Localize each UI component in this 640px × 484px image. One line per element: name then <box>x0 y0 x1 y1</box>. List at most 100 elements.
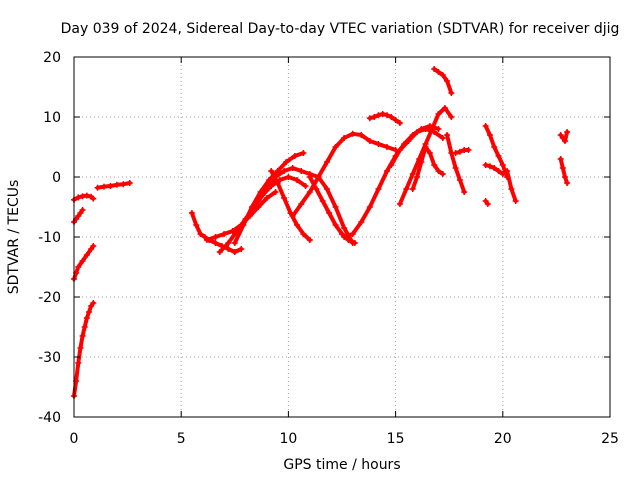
data-point <box>238 246 245 252</box>
series-trace <box>442 106 454 119</box>
y-tick-label: -30 <box>38 350 61 366</box>
series-trace <box>301 232 312 242</box>
data-point <box>281 195 288 201</box>
series-trace <box>327 211 338 227</box>
data-point <box>426 150 433 156</box>
data-point <box>414 174 421 180</box>
data-point <box>81 324 88 330</box>
series-arc-i <box>231 150 307 246</box>
y-axis-label: SDTVAR / TECUs <box>6 180 22 295</box>
data-point <box>384 112 391 119</box>
series-arc-s <box>431 66 455 96</box>
data-point <box>300 150 307 156</box>
data-point <box>429 126 436 132</box>
data-point <box>482 123 489 129</box>
data-point <box>193 222 200 228</box>
data-point <box>341 234 348 240</box>
series-trace <box>333 136 347 149</box>
data-point <box>456 177 463 183</box>
data-point <box>435 168 442 174</box>
data-point <box>422 126 429 132</box>
data-point <box>448 90 455 96</box>
data-point <box>263 186 270 192</box>
series-trace <box>264 190 278 200</box>
data-point <box>564 180 571 186</box>
series-arc-m <box>306 174 358 246</box>
series-trace <box>333 205 347 230</box>
data-point <box>203 237 210 243</box>
series-arc-t <box>444 132 468 195</box>
y-tick-label: 20 <box>43 50 61 66</box>
series-trace <box>432 130 445 140</box>
data-point <box>482 162 489 168</box>
data-point <box>384 168 391 174</box>
data-point <box>83 252 90 258</box>
data-point <box>86 309 93 315</box>
data-point <box>83 192 90 199</box>
data-point <box>293 222 300 228</box>
series-trace <box>314 187 325 203</box>
data-point <box>384 144 391 150</box>
series-trace <box>389 148 402 167</box>
data-point <box>396 201 403 207</box>
data-point <box>300 231 307 237</box>
data-point <box>221 231 228 237</box>
data-point <box>90 300 97 306</box>
data-point <box>291 153 298 159</box>
data-point <box>77 345 84 351</box>
data-point <box>283 159 290 165</box>
data-point <box>392 117 399 123</box>
data-point <box>439 72 446 78</box>
data-point <box>323 159 330 165</box>
data-point <box>313 186 320 192</box>
x-tick-label: 5 <box>177 431 186 447</box>
data-point <box>452 165 459 171</box>
series-trace <box>217 241 231 254</box>
data-point <box>75 360 82 366</box>
data-point <box>255 198 262 204</box>
series-trace <box>367 187 381 209</box>
data-point <box>439 171 446 177</box>
data-point <box>274 168 281 174</box>
series-trace <box>294 178 308 188</box>
data-point <box>431 66 438 72</box>
data-point <box>504 168 511 174</box>
series-arc-w <box>482 162 506 177</box>
data-point <box>240 222 247 228</box>
data-point <box>495 153 502 159</box>
data-point <box>499 171 506 177</box>
y-tick-label: -40 <box>38 410 61 426</box>
series-trace <box>232 223 246 245</box>
data-point <box>561 174 568 180</box>
data-point <box>306 174 313 180</box>
data-point <box>274 180 281 186</box>
data-points <box>71 66 571 399</box>
data-point <box>79 258 86 264</box>
data-point <box>452 150 459 156</box>
data-point <box>349 130 356 137</box>
data-point <box>79 207 86 213</box>
series-trace <box>350 220 364 236</box>
data-point <box>306 189 313 195</box>
series-trace <box>397 139 411 152</box>
data-point <box>341 135 348 141</box>
data-point <box>212 240 219 246</box>
series-trace <box>256 196 269 209</box>
series-trace <box>307 175 319 191</box>
series-arc-r <box>409 144 446 192</box>
data-point <box>461 189 468 195</box>
data-point <box>289 213 296 219</box>
series-trace <box>430 112 441 131</box>
data-point <box>499 162 506 168</box>
data-point <box>225 240 232 246</box>
data-point <box>126 180 133 186</box>
series-trace <box>275 160 289 173</box>
data-point <box>272 189 279 195</box>
series-trace <box>290 202 304 218</box>
data-point <box>491 144 498 150</box>
data-point <box>358 132 365 138</box>
axis-ticks: 0 5 10 15 20 25 -40 -30 -20 -10 0 10 20 <box>38 50 619 447</box>
